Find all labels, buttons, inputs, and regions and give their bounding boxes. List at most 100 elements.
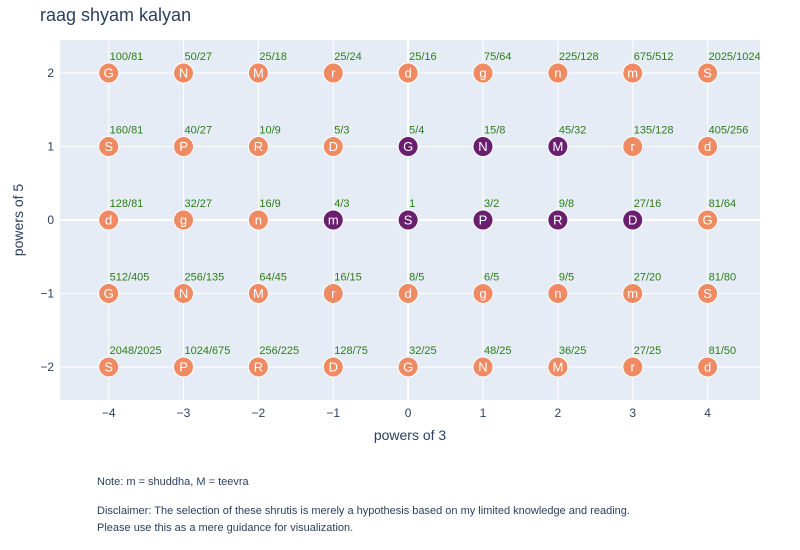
- ratio-label: 256/225: [259, 345, 299, 357]
- data-point: S 81/80: [697, 271, 736, 304]
- data-point: N 50/27: [173, 51, 212, 84]
- data-point: r 16/15: [322, 271, 362, 304]
- x-tick-label: 2: [555, 406, 562, 420]
- point-marker: [472, 282, 494, 304]
- data-point: S1: [397, 198, 419, 231]
- data-point: M 25/18: [247, 51, 287, 84]
- point-label: n: [554, 66, 561, 81]
- point-label: D: [329, 139, 338, 154]
- data-points: G 100/81 N 50/27 M 25/18 r 25/24 d 25/16 g 75/64 n 22…: [98, 51, 761, 378]
- data-point: n 16/9: [247, 198, 281, 231]
- data-point: P 1024/675: [173, 345, 231, 378]
- data-point: R 9/8: [547, 198, 574, 231]
- point-marker: [247, 209, 269, 231]
- data-point: D 27/16: [622, 198, 661, 231]
- data-point: M 36/25: [547, 345, 586, 378]
- point-label: d: [105, 213, 112, 228]
- point-marker: [397, 209, 419, 231]
- ratio-label: 75/64: [484, 51, 512, 63]
- ratio-label: 135/128: [634, 125, 674, 137]
- point-marker: [247, 282, 269, 304]
- point-marker: [173, 136, 195, 158]
- point-label: R: [254, 139, 263, 154]
- point-marker: [622, 136, 644, 158]
- point-marker: [397, 356, 419, 378]
- ratio-label: 256/135: [185, 271, 225, 283]
- ratio-label: 512/405: [110, 271, 150, 283]
- data-point: M 45/32: [547, 125, 587, 158]
- axis-ticks: −4 −3 −2 −1 0 1 2 3 4 −2 −1 0 1 2: [40, 66, 711, 420]
- point-marker: [322, 356, 344, 378]
- point-label: G: [403, 359, 413, 374]
- data-point: n 225/128: [547, 51, 599, 84]
- chart-title: raag shyam kalyan: [40, 5, 191, 25]
- point-label: g: [180, 213, 187, 228]
- point-marker: [697, 62, 719, 84]
- ratio-label: 32/25: [409, 345, 437, 357]
- ratio-label: 16/15: [334, 271, 362, 283]
- ratio-label: 32/27: [185, 198, 213, 210]
- data-point: N 15/8: [472, 125, 505, 158]
- point-label: d: [405, 66, 412, 81]
- note-text: Note: m = shuddha, M = teevra: [97, 476, 249, 488]
- point-marker: [697, 282, 719, 304]
- point-label: r: [631, 359, 636, 374]
- ratio-label: 4/3: [334, 198, 349, 210]
- data-point: d 405/256: [697, 125, 748, 158]
- ratio-label: 675/512: [634, 51, 674, 63]
- point-label: n: [554, 286, 561, 301]
- point-label: G: [703, 213, 713, 228]
- ratio-label: 128/75: [334, 345, 368, 357]
- ratio-label: 2025/1024: [709, 51, 761, 63]
- ratio-label: 45/32: [559, 125, 587, 137]
- point-marker: [98, 282, 120, 304]
- point-label: n: [255, 213, 262, 228]
- y-axis-title: powers of 5: [10, 184, 26, 257]
- ratio-label: 1024/675: [185, 345, 231, 357]
- point-marker: [397, 136, 419, 158]
- data-point: S 160/81: [98, 125, 143, 158]
- data-point: r 25/24: [322, 51, 362, 84]
- y-tick-label: −1: [40, 286, 54, 300]
- y-tick-label: 1: [47, 140, 54, 154]
- point-marker: [697, 136, 719, 158]
- point-label: r: [631, 139, 636, 154]
- x-tick-label: 1: [480, 406, 487, 420]
- data-point: S 2048/2025: [98, 345, 162, 378]
- point-label: S: [104, 359, 113, 374]
- data-point: m 27/20: [622, 271, 661, 304]
- point-label: d: [704, 359, 711, 374]
- x-tick-label: −2: [252, 406, 266, 420]
- data-point: R 256/225: [247, 345, 299, 378]
- point-marker: [472, 62, 494, 84]
- point-marker: [173, 62, 195, 84]
- y-tick-label: 0: [47, 213, 54, 227]
- ratio-label: 40/27: [185, 125, 213, 137]
- point-label: D: [628, 213, 637, 228]
- point-label: M: [253, 286, 264, 301]
- point-label: N: [179, 66, 188, 81]
- x-tick-label: 0: [405, 406, 412, 420]
- x-tick-label: −4: [102, 406, 116, 420]
- ratio-label: 81/64: [709, 198, 737, 210]
- point-marker: [322, 136, 344, 158]
- ratio-label: 6/5: [484, 271, 499, 283]
- point-label: S: [404, 213, 413, 228]
- point-marker: [622, 209, 644, 231]
- data-point: d 81/50: [697, 345, 736, 378]
- point-label: S: [703, 286, 712, 301]
- point-marker: [547, 62, 569, 84]
- ratio-label: 15/8: [484, 125, 505, 137]
- point-marker: [622, 356, 644, 378]
- point-label: M: [552, 359, 563, 374]
- point-label: N: [478, 359, 487, 374]
- point-label: G: [403, 139, 413, 154]
- y-tick-label: −2: [40, 360, 54, 374]
- point-label: P: [479, 213, 488, 228]
- data-point: d 8/5: [397, 271, 424, 304]
- disclaimer-line-2: Please use this as a mere guidance for v…: [97, 522, 354, 534]
- ratio-label: 16/9: [259, 198, 280, 210]
- point-label: r: [331, 286, 336, 301]
- ratio-label: 64/45: [259, 271, 287, 283]
- ratio-label: 5/3: [334, 125, 349, 137]
